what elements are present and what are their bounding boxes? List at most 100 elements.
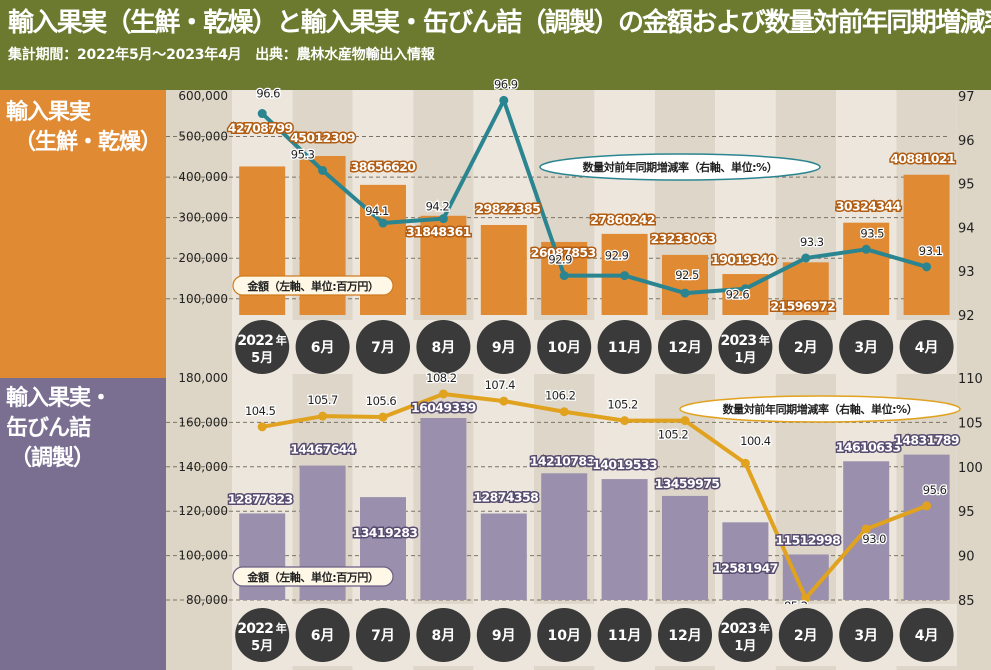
- bar-value-label: 12877823: [228, 491, 293, 506]
- bar-value-label: 14831789: [894, 433, 959, 448]
- y-left-tick-label: 80,000: [186, 593, 228, 607]
- line-value-label: 95.3: [291, 147, 315, 161]
- line-value-label: 108.2: [426, 371, 457, 385]
- y-left-tick-label: 100,000: [178, 549, 228, 563]
- y-right-tick-label: 95: [958, 505, 975, 520]
- y-right-tick-label: 100: [958, 461, 983, 476]
- line-point: [801, 593, 811, 603]
- month-year-label: 2023: [721, 621, 757, 637]
- line-value-label: 105.6: [366, 394, 397, 408]
- month-circle: [295, 320, 350, 374]
- line-point: [740, 284, 750, 294]
- bar-value-label: 16049339: [411, 400, 476, 415]
- bar-value-label: 23233063: [651, 231, 716, 246]
- month-label: 9月: [492, 628, 516, 644]
- line-value-label: 93.3: [800, 235, 824, 249]
- month-circle: [839, 320, 894, 374]
- bar: [662, 495, 708, 600]
- y-left-tick-label: 180,000: [178, 371, 228, 385]
- month-label: 4月: [915, 628, 939, 644]
- month-circle: [356, 608, 410, 662]
- y-right-tick-label: 105: [958, 416, 983, 431]
- line-value-label: 104.5: [245, 404, 276, 418]
- month-circle: [899, 320, 954, 374]
- bar: [541, 473, 588, 600]
- line-value-label: 106.2: [545, 389, 576, 403]
- line-value-label: 92.9: [605, 249, 629, 263]
- bar: [420, 215, 467, 315]
- line-series: [260, 98, 928, 296]
- line-point: [861, 244, 871, 254]
- month-circle: [537, 608, 592, 662]
- bar: [601, 479, 648, 600]
- bar-value-label: 12581947: [713, 560, 778, 575]
- month-circle: [597, 608, 652, 662]
- panel-title-line: 輸入果実・: [6, 386, 112, 411]
- line-point: [620, 416, 630, 426]
- bar-value-label: 26087853: [531, 245, 596, 260]
- y-left-tick-label: 200,000: [178, 251, 228, 265]
- panel-title-line: 缶びん詰: [6, 416, 91, 441]
- month-label: 5月: [251, 639, 273, 654]
- panel-title-line: （生鮮・乾燥）: [14, 130, 162, 155]
- header-banner: 輸入果実（生鮮・乾燥）と輸入果実・缶びん詰（調製）の金額および数量対前年同期増減…: [0, 0, 991, 90]
- month-circle: [718, 608, 773, 662]
- bar-value-label: 38656620: [351, 159, 417, 174]
- month-label: 5月: [251, 351, 273, 366]
- chart-title: 輸入果実（生鮮・乾燥）と輸入果実・缶びん詰（調製）の金額および数量対前年同期増減…: [8, 8, 991, 38]
- month-label: 2月: [794, 628, 818, 644]
- line-point: [922, 501, 932, 511]
- legend-line-bubble: [539, 153, 821, 181]
- bar: [480, 513, 527, 600]
- y-left-tick-label: 100,000: [178, 292, 228, 306]
- bar-value-label: 30324344: [836, 199, 902, 214]
- month-circle: [718, 320, 773, 374]
- line-point: [257, 422, 267, 432]
- panel-canned-prepared-axis-background: [166, 378, 232, 670]
- panel-title-line: （調製）: [10, 446, 95, 471]
- month-circle: [295, 608, 350, 662]
- line-value-label: 107.4: [485, 378, 516, 392]
- y-left-tick-label: 300,000: [178, 211, 228, 225]
- month-label: 3月: [854, 340, 878, 356]
- month-label: 9月: [492, 340, 516, 356]
- month-label: 7月: [371, 628, 395, 644]
- panel-canned-prepared-bars: [239, 418, 950, 600]
- line-point: [499, 396, 509, 406]
- bar-value-label: 21596972: [770, 298, 835, 313]
- month-circle: [658, 320, 712, 374]
- line-point: [801, 253, 811, 263]
- legend-line-label: 数量対前年同期増減率（右軸、単位:%）: [583, 160, 778, 174]
- bar-value-label: 27860242: [590, 212, 655, 227]
- line-point: [680, 288, 690, 298]
- bar: [903, 174, 950, 315]
- bar: [420, 418, 467, 600]
- bar-value-label: 13459975: [655, 476, 720, 491]
- y-right-tick-label: 92: [958, 309, 975, 324]
- bar: [662, 254, 708, 315]
- bar-value-label: 14610633: [836, 439, 901, 454]
- line-value-label: 96.6: [256, 87, 280, 101]
- month-label: 8月: [432, 340, 456, 356]
- line-point: [680, 416, 690, 426]
- bar-value-label: 45012309: [290, 130, 355, 145]
- month-label: 4月: [915, 340, 939, 356]
- y-left-tick-label: 120,000: [178, 504, 228, 518]
- line-value-label: 92.9: [548, 253, 572, 267]
- month-circle: [537, 320, 592, 374]
- y-left-tick-label: 500,000: [178, 130, 228, 144]
- line-value-label: 92.5: [675, 268, 699, 282]
- line-point: [922, 262, 932, 272]
- month-label: 12月: [668, 628, 701, 644]
- y-right-tick-label: 95: [958, 178, 975, 193]
- month-year-label: 2023: [721, 333, 757, 349]
- month-circle: [416, 320, 471, 374]
- month-circle: [416, 608, 471, 662]
- bar: [843, 222, 890, 315]
- month-year-label: 2022: [237, 333, 273, 349]
- month-circle: [778, 608, 833, 662]
- y-left-tick-label: 400,000: [178, 170, 228, 184]
- panel-fresh-dried-line-series: [257, 95, 932, 298]
